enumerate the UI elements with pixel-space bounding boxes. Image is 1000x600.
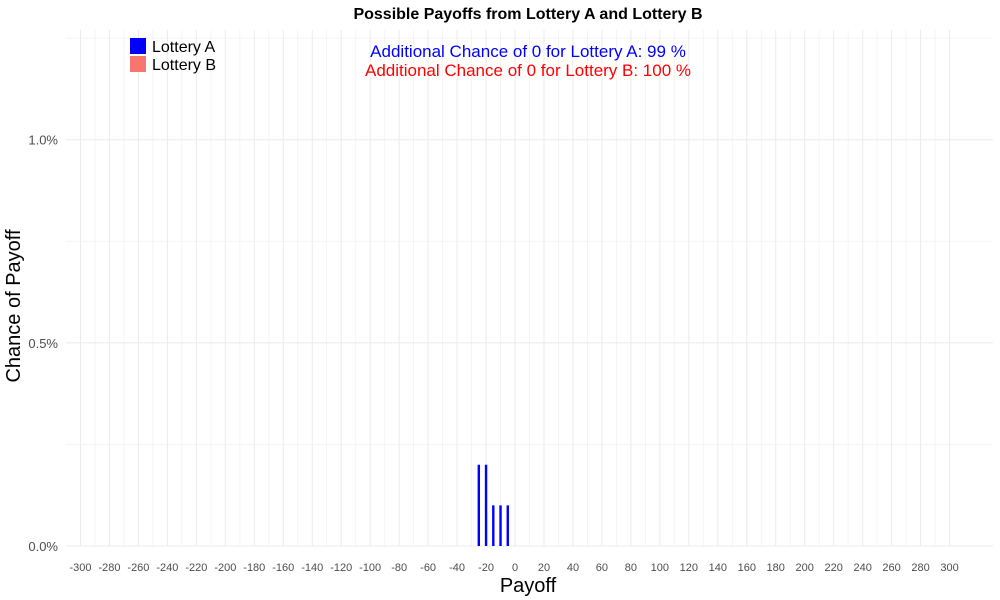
- x-tick-label: -280: [98, 562, 120, 574]
- x-tick-label: -140: [301, 562, 323, 574]
- x-tick-label: -180: [243, 562, 265, 574]
- x-tick-label: 220: [824, 562, 842, 574]
- legend-label-lottery-b: Lottery B: [152, 57, 216, 74]
- x-tick-label: 180: [767, 562, 785, 574]
- x-tick-label: -300: [69, 562, 91, 574]
- chart-title: Possible Payoffs from Lottery A and Lott…: [353, 6, 702, 23]
- x-tick-label: 200: [796, 562, 814, 574]
- x-tick-label: -80: [391, 562, 407, 574]
- x-tick-label: 20: [538, 562, 550, 574]
- x-tick-label: -120: [330, 562, 352, 574]
- legend-swatch-lottery-a: [130, 38, 146, 54]
- x-tick-label: 120: [680, 562, 698, 574]
- x-tick-label: -260: [127, 562, 149, 574]
- x-axis-ticks: -300 -280 -260 -240 -220 -200 -180 -160 -140 -120…: [69, 562, 958, 574]
- x-tick-label: 80: [625, 562, 637, 574]
- x-tick-label: -240: [156, 562, 178, 574]
- legend: Lottery A Lottery B: [130, 38, 216, 74]
- x-tick-label: 100: [651, 562, 669, 574]
- y-axis-label: Chance of Payoff: [3, 229, 25, 383]
- legend-swatch-lottery-b: [130, 56, 146, 72]
- x-tick-label: -60: [420, 562, 436, 574]
- x-tick-label: 60: [596, 562, 608, 574]
- annotation-lottery-b: Additional Chance of 0 for Lottery B: 10…: [365, 61, 691, 80]
- x-tick-label: -20: [478, 562, 494, 574]
- x-tick-label: 240: [853, 562, 871, 574]
- x-tick-label: -200: [214, 562, 236, 574]
- legend-label-lottery-a: Lottery A: [152, 39, 215, 56]
- x-tick-label: 260: [882, 562, 900, 574]
- x-axis-label: Payoff: [500, 575, 557, 597]
- x-tick-label: 160: [738, 562, 756, 574]
- x-tick-label: 300: [940, 562, 958, 574]
- x-tick-label: 140: [709, 562, 727, 574]
- annotation-lottery-a: Additional Chance of 0 for Lottery A: 99…: [370, 42, 686, 61]
- bars: [477, 464, 509, 546]
- y-tick-label: 0.5%: [28, 336, 58, 351]
- y-tick-label: 1.0%: [28, 133, 58, 148]
- y-axis-ticks: 0.0% 0.5% 1.0%: [28, 133, 58, 554]
- x-tick-label: -160: [272, 562, 294, 574]
- x-tick-label: 280: [911, 562, 929, 574]
- x-tick-label: -220: [185, 562, 207, 574]
- grid: [66, 30, 993, 547]
- x-tick-label: 0: [512, 562, 518, 574]
- x-tick-label: -40: [449, 562, 465, 574]
- x-tick-label: 40: [567, 562, 579, 574]
- y-tick-label: 0.0%: [28, 539, 58, 554]
- x-tick-label: -100: [359, 562, 381, 574]
